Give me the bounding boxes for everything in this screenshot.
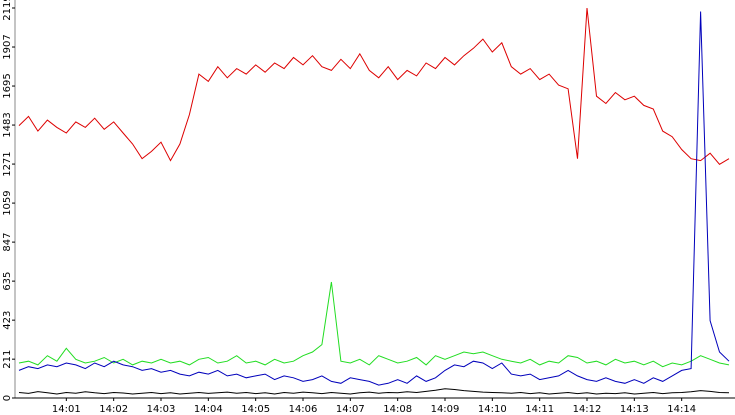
x-tick-label: 14:04 bbox=[194, 404, 223, 415]
y-tick-label: 1907 bbox=[2, 34, 13, 59]
y-tick-label: 2119 bbox=[2, 0, 13, 21]
x-tick-label: 14:11 bbox=[525, 404, 554, 415]
x-tick-label: 14:05 bbox=[241, 404, 270, 415]
x-tick-label: 14:12 bbox=[573, 404, 602, 415]
y-tick-label: 211 bbox=[2, 350, 13, 369]
y-tick-label: 1271 bbox=[2, 151, 13, 176]
x-tick-label: 14:09 bbox=[431, 404, 460, 415]
x-tick-label: 14:02 bbox=[99, 404, 128, 415]
x-tick-label: 14:06 bbox=[289, 404, 318, 415]
y-tick-label: 1059 bbox=[2, 190, 13, 215]
series-line bbox=[18, 281, 730, 368]
series-line bbox=[18, 11, 730, 386]
x-tick-label: 14:14 bbox=[667, 404, 696, 415]
x-tick-label: 14:10 bbox=[478, 404, 507, 415]
y-tick-label: 635 bbox=[2, 272, 13, 291]
y-tick-label: 0 bbox=[2, 395, 13, 401]
y-tick-label: 1483 bbox=[2, 112, 13, 137]
x-tick-label: 14:13 bbox=[620, 404, 649, 415]
series-line bbox=[18, 388, 730, 395]
x-tick-label: 14:08 bbox=[383, 404, 412, 415]
y-tick-label: 847 bbox=[2, 233, 13, 252]
x-tick-label: 14:01 bbox=[52, 404, 81, 415]
x-tick-label: 14:07 bbox=[336, 404, 365, 415]
y-tick-label: 423 bbox=[2, 311, 13, 330]
series-line bbox=[18, 7, 730, 165]
y-tick-label: 1695 bbox=[2, 73, 13, 98]
x-tick-label: 14:03 bbox=[147, 404, 176, 415]
